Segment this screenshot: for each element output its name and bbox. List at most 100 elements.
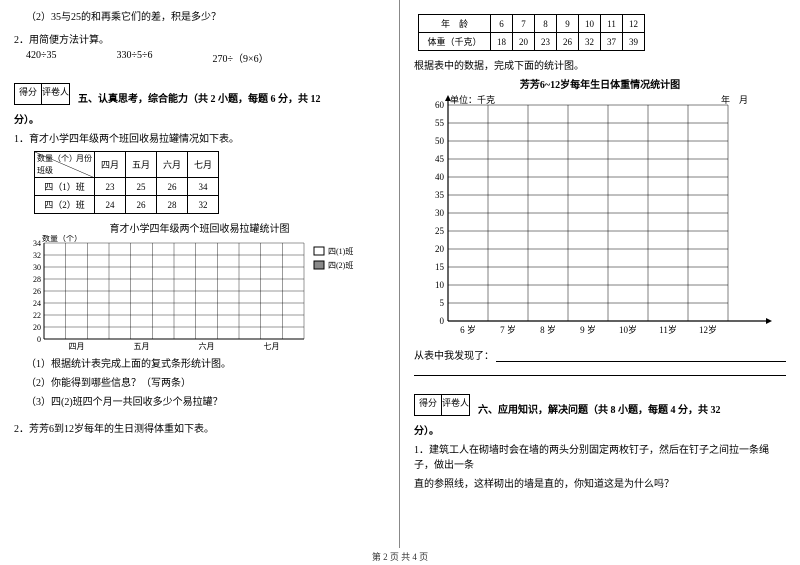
p6-1a: 1．建筑工人在砌墙时会在墙的两头分别固定两枚钉子，然后在钉子之间拉一条绳子，做出… — [414, 441, 786, 471]
svg-text:26: 26 — [33, 287, 41, 296]
tbl2-r1-7: 12 — [623, 15, 645, 33]
tbl2-r2-7: 39 — [623, 33, 645, 51]
tbl2-r2-3: 23 — [535, 33, 557, 51]
svg-text:12岁: 12岁 — [699, 324, 717, 335]
svg-text:0: 0 — [37, 335, 41, 344]
svg-text:6 岁: 6 岁 — [460, 324, 476, 335]
calc-1: 420÷35 — [26, 50, 57, 65]
right-column: 年 龄 6 7 8 9 10 11 12 体重（千克） 18 20 23 26 … — [400, 0, 800, 548]
tbl1-col-1: 四月 — [95, 152, 126, 178]
legend-2: 四(2)班 — [328, 260, 353, 270]
tbl2-r1-6: 11 — [601, 15, 623, 33]
sub2: （2）你能得到哪些信息？（写两条） — [14, 374, 385, 389]
q2: 2．用简便方法计算。 — [14, 31, 385, 46]
tbl1-r2-1: 24 — [95, 196, 126, 214]
tbl1-r1-3: 26 — [157, 178, 188, 196]
tbl2-r2-6: 37 — [601, 33, 623, 51]
tbl2-r2-5: 32 — [579, 33, 601, 51]
grader-label: 评卷人 — [42, 83, 70, 105]
tbl2-r1-5: 10 — [579, 15, 601, 33]
svg-text:22: 22 — [33, 311, 41, 320]
score-box-6: 得分 评卷人 六、应用知识，解决问题（共 8 小题，每题 4 分，共 32 — [414, 394, 786, 416]
svg-text:10岁: 10岁 — [619, 324, 637, 335]
chart1-ylab: 数量（个） — [42, 235, 82, 243]
chart1: 数量（个） 34323028262422200 四月五月六月七月 四(1)班 四… — [14, 235, 374, 355]
svg-text:30: 30 — [435, 208, 445, 218]
tbl1-col-3: 六月 — [157, 152, 188, 178]
tbl1-col-4: 七月 — [188, 152, 219, 178]
tbl2-r1-3: 8 — [535, 15, 557, 33]
tbl1-r1-2: 25 — [126, 178, 157, 196]
sub1: （1）根据统计表完成上面的复式条形统计图。 — [14, 355, 385, 370]
tbl1-col-2: 五月 — [126, 152, 157, 178]
grader-label-2: 评卷人 — [442, 394, 470, 416]
svg-text:六月: 六月 — [199, 341, 215, 351]
svg-text:七月: 七月 — [264, 342, 280, 351]
q1-2: （2）35与25的和再乘它们的差，积是多少？ — [14, 8, 385, 23]
tbl1-r2-label: 四（2）班 — [35, 196, 95, 214]
section-5-title: 五、认真思考，综合能力（共 2 小题，每题 6 分，共 12 — [78, 90, 321, 105]
calc-3: 270÷（9×6） — [212, 50, 268, 65]
tbl2-r1-1: 6 — [491, 15, 513, 33]
after-tbl: 根据表中的数据，完成下面的统计图。 — [414, 57, 786, 72]
tbl2-r2-2: 20 — [513, 33, 535, 51]
svg-text:40: 40 — [435, 172, 445, 182]
p6-1b: 直的参照线，这样砌出的墙是直的，你知道这是为什么吗？ — [414, 475, 786, 490]
calc-row: 420÷35 330÷5÷6 270÷（9×6） — [14, 50, 385, 65]
svg-text:35: 35 — [435, 190, 445, 200]
score-box-5: 得分 评卷人 五、认真思考，综合能力（共 2 小题，每题 6 分，共 12 — [14, 83, 385, 105]
tbl1-r2-2: 26 — [126, 196, 157, 214]
calc-2: 330÷5÷6 — [117, 50, 153, 65]
table-1: 数量（个） 月份 班级 四月 五月 六月 七月 四（1）班 23 25 26 3… — [34, 151, 219, 214]
tbl1-row0: 班级 — [37, 165, 53, 176]
tbl1-r2-4: 32 — [188, 196, 219, 214]
tbl2-r1-label: 年 龄 — [419, 15, 491, 33]
found-label: 从表中我发现了： — [414, 347, 494, 362]
score-label-2: 得分 — [414, 394, 442, 416]
svg-text:60: 60 — [435, 100, 445, 110]
blank-1 — [496, 350, 786, 362]
svg-text:0: 0 — [440, 316, 445, 326]
tbl2-r1-2: 7 — [513, 15, 535, 33]
svg-text:9 岁: 9 岁 — [580, 324, 596, 335]
tbl1-r1-label: 四（1）班 — [35, 178, 95, 196]
svg-text:5: 5 — [440, 298, 445, 308]
problem-1: 1．育才小学四年级两个班回收易拉罐情况如下表。 — [14, 130, 385, 145]
sub3: （3）四(2)班四个月一共回收多少个易拉罐？ — [14, 393, 385, 408]
svg-text:30: 30 — [33, 263, 41, 272]
tbl2-r2-4: 26 — [557, 33, 579, 51]
svg-text:10: 10 — [435, 280, 445, 290]
svg-text:34: 34 — [33, 239, 41, 248]
svg-text:五月: 五月 — [134, 342, 150, 351]
svg-text:20: 20 — [435, 244, 445, 254]
svg-text:20: 20 — [33, 323, 41, 332]
svg-text:55: 55 — [435, 118, 445, 128]
svg-text:25: 25 — [435, 226, 445, 236]
tbl2-r1-4: 9 — [557, 15, 579, 33]
found-row: 从表中我发现了： — [414, 347, 786, 362]
chart2-unit-r: 年 月 — [721, 94, 748, 105]
svg-text:11岁: 11岁 — [659, 324, 677, 335]
table-2: 年 龄 6 7 8 9 10 11 12 体重（千克） 18 20 23 26 … — [418, 14, 645, 51]
score-label: 得分 — [14, 83, 42, 105]
section-6-title: 六、应用知识，解决问题（共 8 小题，每题 4 分，共 32 — [478, 401, 721, 416]
problem-2: 2．芳芳6到12岁每年的生日测得体重如下表。 — [14, 420, 385, 435]
svg-text:四月: 四月 — [69, 342, 85, 351]
svg-text:15: 15 — [435, 262, 445, 272]
chart2-unit-l: 单位：千克 — [450, 94, 495, 105]
chart2: 单位：千克 年 月 605550454035302520151050 6 岁7 … — [414, 91, 784, 343]
svg-text:32: 32 — [33, 251, 41, 260]
tbl1-r2-3: 28 — [157, 196, 188, 214]
svg-text:45: 45 — [435, 154, 445, 164]
left-column: （2）35与25的和再乘它们的差，积是多少？ 2．用简便方法计算。 420÷35… — [0, 0, 400, 548]
page-footer: 第 2 页 共 4 页 — [0, 550, 800, 563]
tbl1-r1-4: 34 — [188, 178, 219, 196]
tbl1-r1-1: 23 — [95, 178, 126, 196]
svg-text:24: 24 — [33, 299, 41, 308]
svg-text:28: 28 — [33, 275, 41, 284]
section-6-fen: 分）。 — [414, 422, 786, 437]
chart2-title: 芳芳6~12岁每年生日体重情况统计图 — [414, 76, 786, 91]
section-5-fen: 分）。 — [14, 111, 385, 126]
svg-text:7 岁: 7 岁 — [500, 324, 516, 335]
tbl2-r2-label: 体重（千克） — [419, 33, 491, 51]
